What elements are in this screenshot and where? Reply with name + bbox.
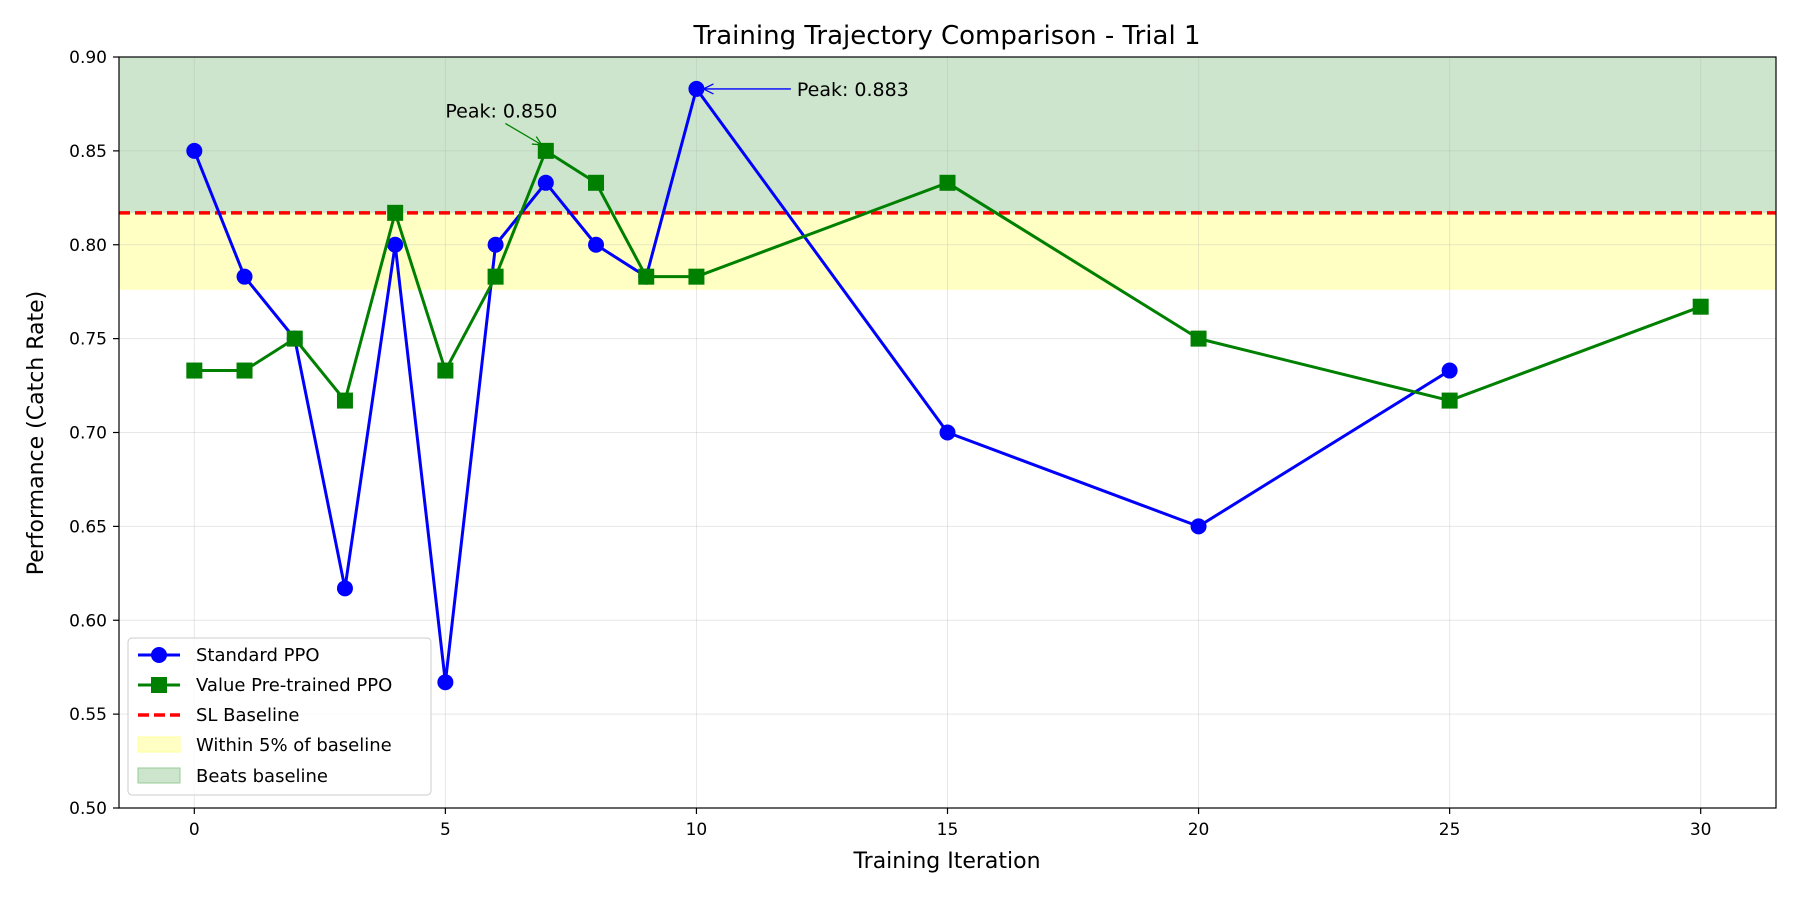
y-tick-label: 0.60	[69, 611, 107, 631]
legend-swatch-beats-baseline	[137, 767, 181, 784]
x-axis-title: Training Iteration	[852, 849, 1040, 874]
y-tick-label: 0.65	[69, 517, 107, 537]
legend-marker-standard-ppo	[151, 647, 167, 663]
data-point-value-pretrained-ppo	[236, 362, 253, 379]
data-point-standard-ppo	[537, 174, 554, 191]
legend-label-within-5pct: Within 5% of baseline	[196, 735, 392, 756]
y-tick-label: 0.55	[69, 705, 107, 725]
data-point-value-pretrained-ppo	[336, 392, 353, 409]
data-point-value-pretrained-ppo	[638, 268, 655, 285]
legend-item-within-5pct: Within 5% of baseline	[137, 735, 392, 756]
y-tick-label: 0.75	[69, 330, 107, 350]
data-point-standard-ppo	[336, 580, 353, 597]
x-tick-label: 30	[1690, 820, 1712, 840]
data-point-standard-ppo	[688, 80, 705, 97]
data-point-value-pretrained-ppo	[286, 330, 303, 347]
data-point-value-pretrained-ppo	[1190, 330, 1207, 347]
y-tick-label: 0.80	[69, 236, 107, 256]
series-layer	[186, 80, 1709, 691]
data-point-value-pretrained-ppo	[1692, 298, 1709, 315]
data-point-standard-ppo	[1190, 518, 1207, 535]
annotation-label: Peak: 0.850	[445, 100, 557, 122]
legend-swatch-within-5pct	[137, 736, 181, 753]
annotation-arrowhead	[531, 136, 544, 146]
legend-item-sl-baseline: SL Baseline	[138, 705, 300, 726]
data-point-value-pretrained-ppo	[588, 174, 605, 191]
annotation-label: Peak: 0.883	[797, 79, 909, 101]
peak-annotation: Peak: 0.883	[701, 79, 909, 101]
y-tick-label: 0.70	[69, 424, 107, 444]
y-tick-label: 0.90	[69, 48, 107, 68]
annotations-layer: Peak: 0.883 Peak: 0.850	[445, 79, 909, 146]
legend-label-sl-baseline: SL Baseline	[196, 705, 300, 726]
data-point-standard-ppo	[387, 236, 404, 253]
annotation-arrow	[505, 122, 543, 146]
legend-item-value-pretrained-ppo: Value Pre-trained PPO	[138, 675, 392, 696]
data-point-value-pretrained-ppo	[437, 362, 454, 379]
x-tick-label: 5	[440, 820, 451, 840]
data-point-value-pretrained-ppo	[939, 174, 956, 191]
legend-label-value-pretrained-ppo: Value Pre-trained PPO	[196, 675, 392, 696]
data-point-standard-ppo	[236, 268, 253, 285]
annotation-arrowhead	[701, 83, 714, 95]
data-point-value-pretrained-ppo	[688, 268, 705, 285]
data-point-standard-ppo	[1441, 362, 1458, 379]
data-point-value-pretrained-ppo	[487, 268, 504, 285]
data-point-standard-ppo	[939, 424, 956, 441]
bands-layer	[119, 57, 1776, 290]
y-axis-title: Performance (Catch Rate)	[24, 291, 49, 576]
y-tick-label: 0.85	[69, 142, 107, 162]
data-point-standard-ppo	[437, 674, 454, 691]
data-point-standard-ppo	[487, 236, 504, 253]
x-tick-label: 15	[937, 820, 959, 840]
chart-title: Training Trajectory Comparison - Trial 1	[692, 21, 1200, 51]
legend-marker-value-pretrained-ppo	[151, 677, 167, 693]
legend-frame	[127, 637, 432, 796]
data-point-value-pretrained-ppo	[537, 142, 554, 159]
x-tick-label: 0	[189, 820, 200, 840]
data-point-standard-ppo	[186, 142, 203, 159]
x-tick-label: 20	[1188, 820, 1210, 840]
ticks-layer: 0 5 10 15 20 25 30 0.50 0.55 0.60 0.65 0.70 0.75 0.80…	[69, 48, 1711, 840]
peak-annotation: Peak: 0.850	[445, 100, 557, 146]
data-point-value-pretrained-ppo	[387, 204, 404, 221]
legend: Standard PPO Value Pre-trained PPO SL Ba…	[127, 637, 432, 796]
legend-item-standard-ppo: Standard PPO	[138, 645, 320, 666]
x-tick-label: 25	[1439, 820, 1461, 840]
series-value-pretrained-ppo	[186, 142, 1709, 409]
legend-item-beats-baseline: Beats baseline	[137, 766, 328, 787]
data-point-standard-ppo	[588, 236, 605, 253]
data-point-value-pretrained-ppo	[1441, 392, 1458, 409]
x-tick-label: 10	[686, 820, 708, 840]
legend-label-standard-ppo: Standard PPO	[196, 645, 320, 666]
data-point-value-pretrained-ppo	[186, 362, 203, 379]
y-tick-label: 0.50	[69, 799, 107, 819]
legend-label-beats-baseline: Beats baseline	[196, 766, 328, 787]
